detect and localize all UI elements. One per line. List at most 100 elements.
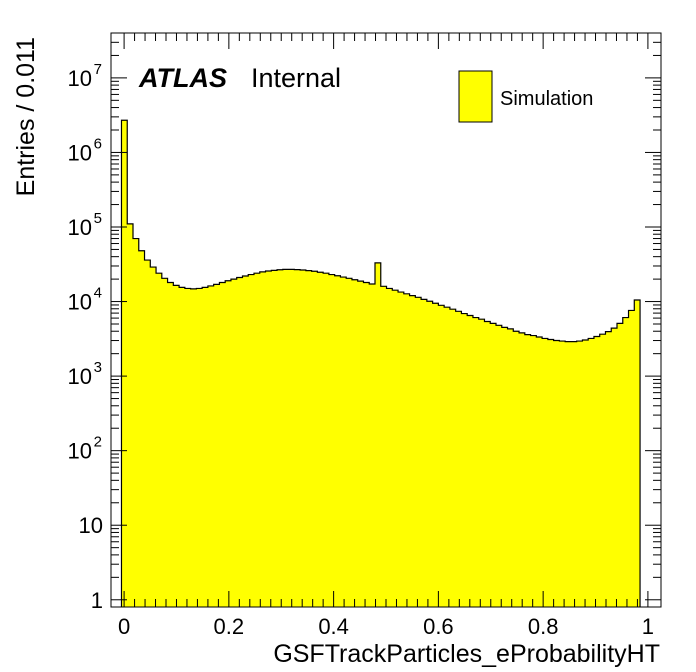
y-tick-label: 10	[79, 513, 103, 538]
histogram-bin	[599, 334, 606, 607]
histogram-bin	[184, 288, 191, 607]
x-tick-labels: 0 0.2 0.4 0.6 0.8 1	[118, 614, 654, 639]
y-tick-label: 10	[68, 364, 92, 389]
histogram-bin	[513, 331, 520, 607]
histogram-bin	[432, 303, 439, 607]
histogram-bin	[559, 341, 566, 607]
histogram-bin	[311, 271, 318, 607]
histogram-bin	[611, 328, 617, 607]
histogram-bin	[547, 339, 554, 607]
histogram-bin	[444, 307, 450, 607]
histogram-bin	[167, 282, 174, 607]
x-tick-label: 0.2	[214, 614, 245, 639]
y-axis-label: Entries / 0.011	[12, 37, 40, 196]
histogram-bin	[179, 287, 185, 607]
histogram-bin	[351, 279, 358, 607]
experiment-label: ATLAS	[138, 63, 227, 93]
histogram-bin	[472, 317, 479, 607]
histogram-bin	[438, 305, 445, 607]
histogram-bin	[461, 313, 468, 607]
histogram-bin	[133, 238, 139, 607]
histogram-bin	[225, 280, 231, 607]
histogram-series-simulation	[120, 119, 641, 608]
histogram-bin	[588, 338, 594, 607]
histogram-bin	[138, 250, 145, 608]
legend: Simulation	[458, 70, 593, 123]
histogram-bin	[484, 321, 491, 607]
histogram-bin	[305, 270, 312, 607]
histogram-bin	[455, 311, 462, 607]
histogram-bin	[478, 319, 485, 607]
x-tick-label: 1	[642, 614, 654, 639]
y-tick-exponent: 3	[94, 359, 102, 376]
histogram-bin	[173, 285, 180, 607]
histogram-bin	[190, 288, 197, 607]
x-tick-label: 0.6	[423, 614, 454, 639]
histogram-bin	[582, 340, 589, 607]
histogram-bin	[230, 279, 237, 607]
x-tick-label: 0	[118, 614, 130, 639]
histogram-bin	[542, 338, 548, 607]
x-tick-label: 0.4	[318, 614, 349, 639]
histogram-bin	[357, 281, 364, 607]
histogram-bin	[467, 315, 473, 607]
histogram-bin	[519, 332, 525, 607]
y-tick-exponent: 7	[94, 61, 102, 78]
y-tick-label: 10	[68, 140, 92, 165]
histogram-bin	[271, 270, 278, 607]
histogram-bin	[496, 325, 502, 607]
y-tick-label: 1	[91, 588, 103, 613]
histogram-bin	[524, 334, 531, 607]
histogram-bin	[403, 293, 410, 607]
histogram-bin	[121, 120, 128, 607]
histogram-bin	[346, 278, 352, 607]
histogram-bin	[628, 310, 635, 607]
legend-swatch-simulation	[458, 70, 493, 123]
histogram-bin	[282, 269, 289, 607]
histogram-bin	[207, 285, 214, 607]
y-tick-exponent: 2	[94, 434, 102, 451]
histogram-bin	[277, 269, 283, 607]
histogram-bin	[501, 327, 508, 607]
histogram-bin	[161, 278, 168, 607]
histogram-bin	[363, 282, 370, 607]
histogram-bin	[248, 274, 254, 607]
histogram-bin	[300, 269, 306, 607]
x-tick-label: 0.8	[528, 614, 559, 639]
histogram-bin	[622, 317, 629, 607]
y-tick-exponent: 5	[94, 210, 102, 227]
histogram-bin	[340, 277, 347, 607]
histogram-bin	[127, 223, 133, 607]
status-label: Internal	[251, 63, 341, 93]
histogram-bin	[375, 262, 381, 607]
legend-label-simulation: Simulation	[500, 88, 593, 110]
histogram-bin	[334, 275, 341, 607]
histogram-bin	[144, 260, 151, 607]
histogram-bin	[150, 267, 157, 607]
histogram-bin	[392, 290, 399, 607]
histogram-bin	[536, 336, 543, 607]
histogram-bin	[605, 331, 612, 607]
axis-ticks	[111, 32, 661, 607]
histogram-bin	[490, 323, 496, 607]
histogram-bin	[570, 341, 577, 607]
y-tick-exponent: 6	[94, 135, 102, 152]
histogram-bin	[634, 299, 641, 607]
histogram-bin	[242, 276, 249, 607]
histogram-bin	[617, 323, 623, 607]
histogram-bin	[254, 273, 260, 607]
y-tick-label: 10	[68, 215, 92, 240]
y-tick-label: 10	[68, 439, 92, 464]
histogram-bin	[409, 295, 416, 607]
y-tick-exponent: 4	[94, 285, 102, 302]
histogram-bin	[294, 269, 301, 607]
y-tick-label: 10	[68, 66, 92, 91]
histogram-bin	[386, 288, 393, 607]
histogram-bin	[415, 297, 422, 607]
histogram-bin	[593, 336, 600, 607]
histogram-bin	[265, 270, 272, 607]
histogram-bin	[219, 282, 226, 607]
histogram-bin	[576, 341, 583, 607]
